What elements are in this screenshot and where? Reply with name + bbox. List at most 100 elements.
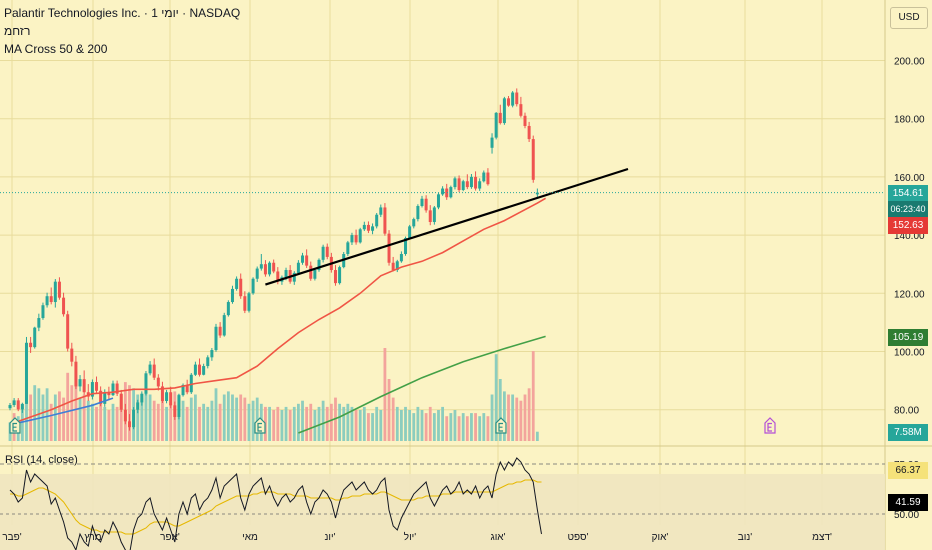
candle-body [498, 112, 502, 124]
candle-body [482, 172, 486, 182]
volume-bar [420, 410, 424, 441]
candle-body [461, 181, 465, 190]
volume-bar [490, 394, 494, 441]
candle-body [527, 125, 531, 140]
candle-body [502, 98, 506, 124]
volume-bar [494, 354, 498, 441]
candle-body [416, 206, 420, 220]
candle-body [255, 268, 259, 279]
ma200-line-early [9, 397, 114, 426]
candle-body [45, 296, 49, 306]
volume-bar [45, 388, 49, 441]
volume-bar [222, 394, 226, 441]
earnings-marker-upcoming [764, 417, 776, 434]
candle-body [362, 224, 366, 230]
price-tick-label: 80.00 [894, 406, 919, 417]
candle-body [12, 400, 16, 406]
volume-bar [189, 397, 193, 441]
candle-body [305, 255, 309, 266]
volume-bar [25, 379, 28, 441]
time-tick-label: דצמ' [812, 532, 832, 543]
volume-bar [313, 410, 317, 441]
candle-body [152, 364, 156, 378]
candle-body [78, 379, 82, 387]
volume-bar [325, 406, 329, 441]
candle-body [453, 178, 457, 188]
volume-bar [243, 397, 247, 441]
volume-bar [95, 406, 98, 441]
volume-bar [445, 416, 449, 441]
candle-body [33, 327, 37, 348]
earnings-marker-glyph [767, 422, 772, 432]
volume-bar [482, 413, 486, 441]
volume-bar [531, 351, 535, 441]
rsi-ma-line [10, 479, 542, 535]
volume-bar [449, 413, 453, 441]
candle-body [156, 377, 160, 387]
earnings-marker [495, 417, 507, 434]
volume-bar [152, 400, 156, 441]
candle-body [136, 402, 140, 410]
candle-body [210, 350, 214, 358]
volume-bar [424, 413, 428, 441]
candle-body [371, 226, 375, 231]
volume-bar [235, 397, 238, 441]
volume-bar [362, 406, 366, 441]
candle-body [165, 392, 169, 401]
volume-bar [461, 413, 465, 441]
candle-body [144, 373, 148, 394]
trendline [265, 167, 629, 286]
candle-body [132, 409, 136, 428]
volume-bar [185, 406, 189, 441]
overlays [0, 167, 885, 434]
volume-bar [309, 403, 313, 441]
volume-bar [226, 391, 230, 441]
earnings-marker [254, 417, 266, 434]
candle-body [404, 238, 408, 255]
price-tick-label: 160.00 [894, 173, 925, 184]
volume-bar [305, 406, 309, 441]
volume-bar [218, 403, 222, 441]
indicator-label[interactable]: MA Cross 50 & 200 [4, 42, 108, 56]
rsi-label: RSI (14, close) [5, 454, 78, 466]
volume-bar [148, 394, 152, 441]
candle-body [8, 405, 12, 409]
candle-body [346, 242, 350, 255]
volume-bar [280, 410, 284, 441]
earnings-markers[interactable] [9, 417, 776, 434]
volume-bar [128, 385, 131, 441]
volume-bar [474, 413, 477, 441]
candle-body [214, 326, 218, 351]
candle-body [57, 281, 61, 298]
candle-body [465, 181, 469, 188]
volume-bar [119, 394, 123, 441]
volume-bar [416, 406, 420, 441]
currency-button[interactable]: USD [890, 7, 928, 29]
candle-body [82, 379, 86, 393]
volume-bar [375, 406, 379, 441]
volume-bar [437, 410, 440, 441]
volume-bar [478, 416, 482, 441]
volume-bar [198, 406, 201, 441]
price-tick-label: 140.00 [894, 231, 925, 242]
volume-bar [33, 385, 37, 441]
candle-body [358, 229, 362, 243]
candle-body [296, 262, 300, 273]
candle-body [535, 192, 539, 195]
candle-body [160, 386, 164, 401]
candle-body [338, 267, 342, 284]
candle-body [235, 278, 239, 289]
candle-body [193, 364, 197, 375]
volume-bar [354, 410, 358, 441]
candle-body [74, 361, 78, 387]
volume-bar [350, 406, 354, 441]
candle-body [432, 207, 436, 223]
volume-bar [507, 394, 510, 441]
candle-body [268, 262, 272, 275]
candle-body [366, 224, 370, 231]
symbol-title[interactable]: Palantir Technologies Inc. · 1 יומי · NA… [4, 6, 241, 20]
candle-body [387, 233, 391, 263]
volume-bar [20, 406, 24, 441]
volume-bar [329, 403, 333, 441]
